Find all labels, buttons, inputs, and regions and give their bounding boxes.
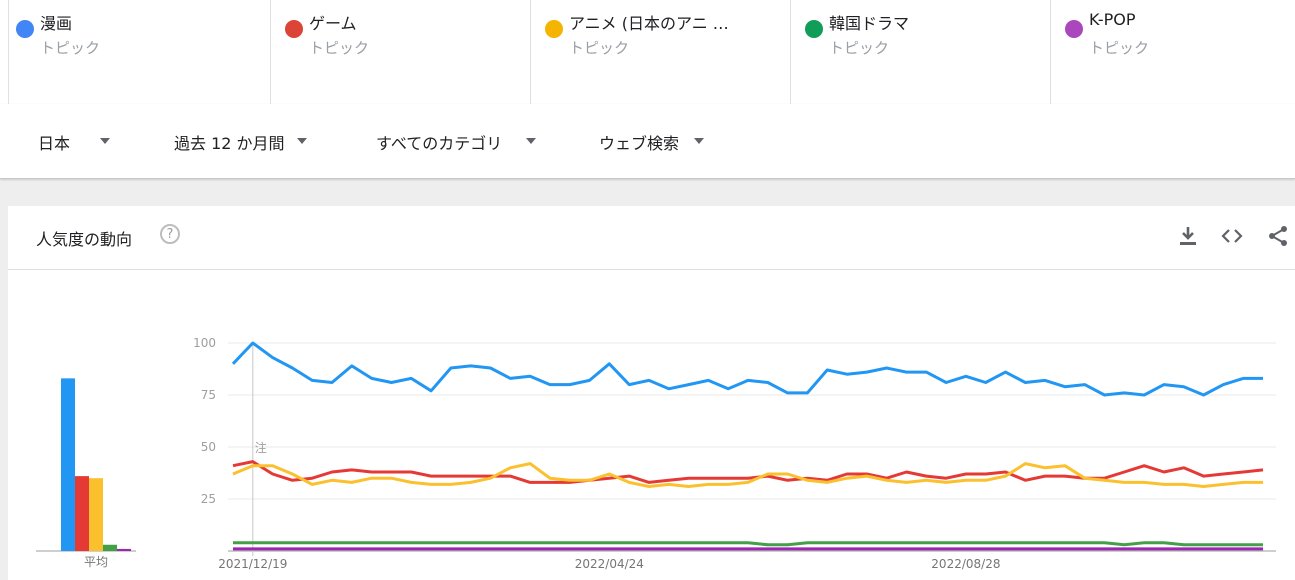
series-color-dot: [545, 20, 563, 38]
search-terms-bar: 漫画 トピック ゲーム トピック アニメ (日本のアニ … トピック 韓国ドラマ…: [0, 0, 1295, 105]
term-name: 韓国ドラマ: [829, 14, 910, 33]
note-marker: 注: [255, 440, 267, 455]
chevron-down-icon: [526, 138, 536, 144]
term-type: トピック: [309, 39, 370, 57]
series-color-dot: [16, 20, 34, 38]
term-type: トピック: [40, 39, 101, 57]
term-name: ゲーム: [309, 14, 357, 33]
term-anime[interactable]: アニメ (日本のアニ … トピック: [530, 0, 790, 104]
average-bar: [75, 476, 89, 551]
chevron-down-icon: [297, 138, 307, 144]
series-color-dot: [805, 20, 823, 38]
term-name: アニメ (日本のアニ …: [569, 14, 729, 33]
category-dropdown-label: すべてのカテゴリ: [376, 134, 503, 153]
search-type-dropdown-label: ウェブ検索: [599, 134, 680, 153]
embed-icon[interactable]: [1220, 224, 1244, 248]
help-icon[interactable]: ?: [160, 224, 180, 244]
term-game[interactable]: ゲーム トピック: [270, 0, 530, 104]
filters-bar: 日本 過去 12 か月間 すべてのカテゴリ ウェブ検索: [0, 104, 1295, 179]
period-dropdown-label: 過去 12 か月間: [174, 134, 285, 153]
chevron-down-icon: [694, 138, 704, 144]
x-tick-label: 2021/12/19: [218, 557, 287, 571]
y-tick-label: 100: [193, 336, 216, 350]
series-color-dot: [1065, 20, 1083, 38]
average-bar: [89, 478, 103, 551]
average-label: 平均: [84, 555, 108, 569]
x-tick-label: 2022/08/28: [931, 557, 1000, 571]
series-line: [231, 341, 1263, 397]
term-type: トピック: [569, 39, 630, 57]
share-icon[interactable]: [1266, 224, 1290, 248]
region-dropdown-label: 日本: [38, 134, 71, 153]
y-tick-label: 25: [201, 492, 216, 506]
series-line: [233, 541, 1263, 547]
average-bar: [61, 378, 75, 551]
download-icon[interactable]: [1176, 224, 1200, 248]
term-name: K-POP: [1089, 10, 1136, 29]
term-name: 漫画: [40, 14, 73, 33]
series-color-dot: [285, 20, 303, 38]
chevron-down-icon: [100, 138, 110, 144]
average-bar: [103, 544, 117, 551]
term-type: トピック: [1089, 39, 1150, 57]
term-korean-drama[interactable]: 韓国ドラマ トピック: [790, 0, 1050, 104]
term-kpop[interactable]: K-POP トピック: [1050, 0, 1295, 104]
interest-over-time-card: 人気度の動向 ? 25 50 75 100 注 2021/12/19 2022/04/24 2…: [8, 206, 1295, 580]
x-tick-label: 2022/04/24: [575, 557, 644, 571]
term-manga[interactable]: 漫画 トピック: [0, 0, 270, 104]
y-tick-label: 50: [201, 440, 216, 454]
card-title: 人気度の動向: [36, 230, 133, 249]
interest-chart: 25 50 75 100 注 2021/12/19 2022/04/24 2022/08/28…: [36, 336, 1276, 571]
term-type: トピック: [829, 39, 890, 57]
series-line: [232, 460, 1264, 484]
average-bar: [117, 548, 131, 551]
series-line: [232, 462, 1263, 488]
y-tick-label: 75: [201, 388, 216, 402]
card-divider: [8, 269, 1295, 270]
